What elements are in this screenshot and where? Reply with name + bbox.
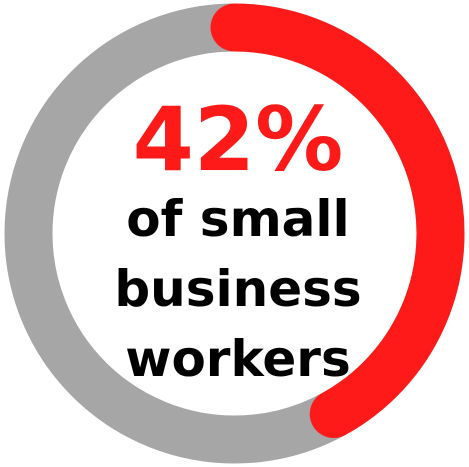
caption-line-3: workers [125, 330, 350, 388]
caption-line-1: of small [126, 190, 349, 248]
caption-line-2: business [114, 260, 361, 318]
percentage-label: 42% [133, 88, 344, 191]
